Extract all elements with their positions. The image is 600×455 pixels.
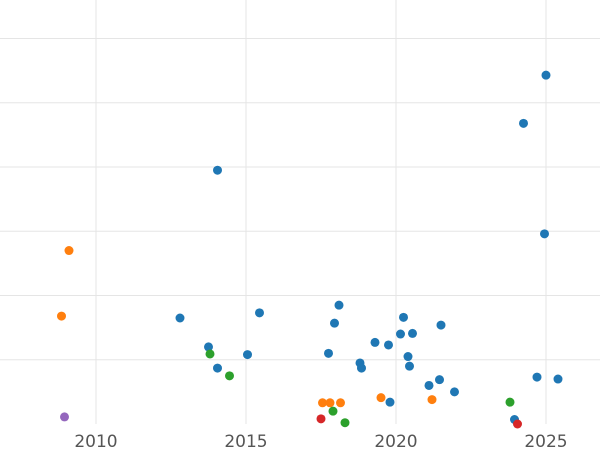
data-point bbox=[435, 375, 444, 385]
data-points bbox=[57, 70, 563, 429]
data-point bbox=[243, 350, 252, 360]
data-point bbox=[532, 372, 542, 382]
data-point bbox=[513, 419, 522, 429]
data-point bbox=[60, 412, 69, 422]
data-point bbox=[324, 348, 333, 358]
data-point bbox=[424, 380, 434, 390]
data-point bbox=[64, 246, 74, 256]
data-point bbox=[436, 320, 446, 330]
data-point bbox=[403, 352, 413, 362]
data-point bbox=[519, 118, 528, 128]
data-point bbox=[57, 311, 66, 321]
data-point bbox=[318, 398, 327, 408]
data-point bbox=[325, 398, 335, 408]
x-tick-label: 2020 bbox=[374, 432, 417, 450]
data-point bbox=[330, 318, 339, 328]
x-tick-label: 2015 bbox=[224, 432, 267, 450]
data-point bbox=[540, 229, 549, 239]
data-point bbox=[505, 397, 515, 407]
data-point bbox=[396, 329, 405, 339]
data-point bbox=[213, 165, 222, 175]
data-point bbox=[204, 342, 213, 352]
x-tick-label: 2010 bbox=[74, 432, 117, 450]
data-point bbox=[340, 418, 350, 428]
data-point bbox=[427, 395, 437, 405]
data-point bbox=[225, 371, 234, 381]
data-point bbox=[334, 300, 344, 310]
data-point bbox=[255, 308, 264, 318]
data-point bbox=[541, 70, 551, 80]
data-point bbox=[357, 363, 366, 373]
data-point bbox=[405, 361, 414, 371]
data-point bbox=[450, 387, 459, 397]
data-point bbox=[205, 349, 215, 359]
data-point bbox=[408, 328, 417, 338]
data-point bbox=[328, 406, 338, 416]
data-point bbox=[385, 397, 395, 407]
data-point bbox=[175, 313, 185, 323]
x-axis-ticks: 2010 2015 2020 2025 bbox=[74, 432, 567, 452]
grid-layer bbox=[0, 0, 600, 424]
data-point bbox=[384, 340, 393, 350]
data-point bbox=[553, 374, 563, 384]
data-point bbox=[316, 414, 326, 424]
data-point bbox=[376, 393, 386, 403]
data-point bbox=[399, 312, 408, 322]
data-point bbox=[213, 363, 222, 373]
data-point bbox=[336, 398, 345, 408]
data-point bbox=[370, 337, 380, 347]
x-tick-label: 2025 bbox=[524, 432, 567, 450]
